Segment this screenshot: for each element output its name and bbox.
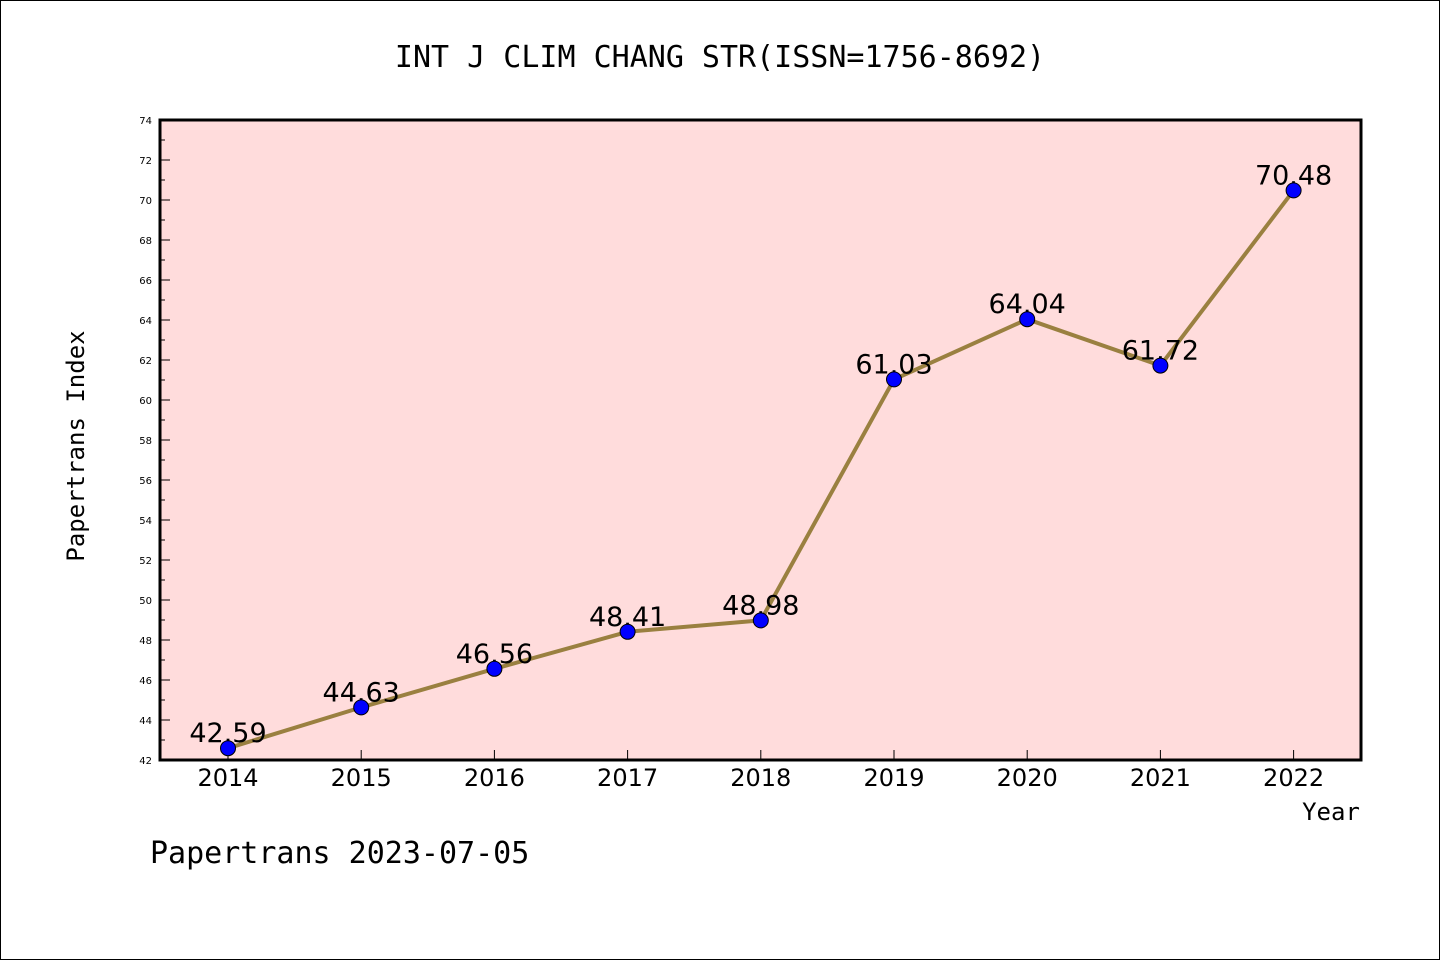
footer-text: Papertrans 2023-07-05 — [150, 836, 529, 871]
x-tick-label: 2019 — [863, 764, 924, 792]
x-tick-label: 2017 — [597, 764, 658, 792]
x-tick-label: 2015 — [331, 764, 392, 792]
x-tick-label: 2016 — [464, 764, 525, 792]
plot-area — [160, 120, 1361, 760]
y-tick-label: 42 — [139, 756, 152, 767]
y-tick-label: 70 — [139, 196, 152, 207]
y-tick-label: 46 — [139, 676, 152, 687]
y-tick-label: 72 — [139, 156, 152, 167]
chart-title: INT J CLIM CHANG STR(ISSN=1756-8692) — [395, 40, 1045, 75]
y-tick-label: 50 — [139, 596, 152, 607]
x-tick-label: 2018 — [730, 764, 791, 792]
y-tick-label: 56 — [139, 476, 152, 487]
data-point — [1152, 357, 1169, 374]
x-axis: 2014 2015 2016 2017 2018 2019 2020 2021 2022 — [197, 750, 1324, 792]
y-axis-label: Papertrans Index — [62, 330, 90, 561]
y-tick-label: 58 — [139, 436, 152, 447]
x-tick-label: 2022 — [1263, 764, 1324, 792]
data-point — [486, 660, 503, 677]
data-point — [886, 371, 902, 388]
y-tick-label: 60 — [139, 396, 152, 407]
x-tick-label: 2014 — [197, 764, 258, 792]
y-tick-label: 68 — [139, 236, 152, 247]
data-point — [1285, 182, 1302, 199]
y-tick-label: 54 — [139, 516, 152, 527]
y-tick-label: 74 — [139, 116, 152, 127]
y-tick-label: 48 — [139, 636, 152, 647]
data-point — [353, 699, 370, 716]
data-point — [619, 623, 636, 640]
x-axis-label: Year — [1302, 798, 1360, 826]
y-tick-label: 64 — [139, 316, 152, 327]
data-point — [752, 612, 769, 629]
y-tick-label: 62 — [139, 356, 152, 367]
y-tick-label: 44 — [139, 716, 152, 727]
y-tick-label: 66 — [139, 276, 152, 287]
data-point — [220, 740, 236, 757]
y-tick-label: 52 — [139, 556, 152, 567]
plot-border — [158, 118, 1363, 762]
x-tick-label: 2020 — [997, 764, 1058, 792]
data-point — [1019, 311, 1036, 328]
x-tick-label: 2021 — [1130, 764, 1191, 792]
